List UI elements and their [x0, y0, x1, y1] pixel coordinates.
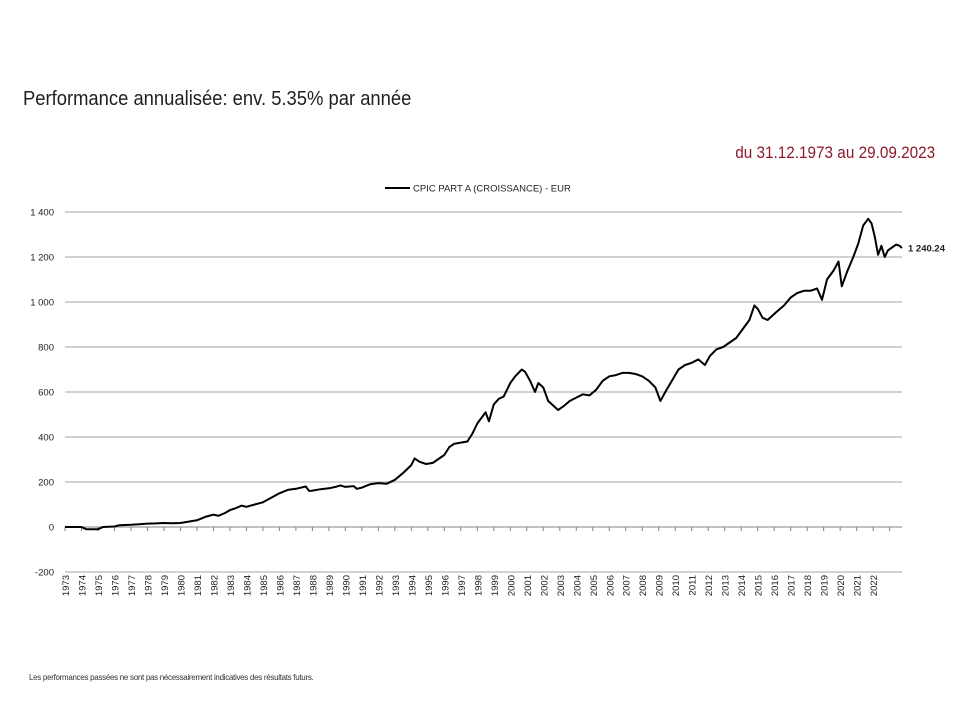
x-tick-label: 1986	[275, 575, 286, 596]
x-tick-label: 2011	[688, 575, 699, 595]
y-tick-label: 600	[38, 388, 54, 399]
x-tick-label: 1982	[209, 575, 220, 596]
x-tick-label: 1977	[127, 575, 138, 596]
x-tick-label: 2007	[622, 575, 633, 596]
x-tick-label: 2018	[803, 575, 814, 596]
grid-lines	[65, 211, 902, 573]
x-tick-label: 2015	[754, 575, 765, 596]
y-tick-label: 1 000	[30, 298, 54, 309]
x-tick-label: 1984	[242, 575, 253, 596]
x-tick-label: 2014	[737, 575, 748, 596]
x-tick-label: 2001	[523, 575, 534, 596]
x-tick-label: 1995	[424, 575, 435, 596]
y-tick-label: 800	[38, 343, 54, 354]
y-axis-ticks: -200 0 200 400 600 800 1 000 1 200 1 400	[30, 208, 54, 579]
x-axis: 1973 1974 1975 1976 1977 1978 1979 1980 1981 1982…	[61, 526, 902, 596]
x-tick-label: 2022	[869, 575, 880, 596]
x-tick-label: 2021	[853, 575, 864, 596]
x-tick-label: 2019	[820, 575, 831, 596]
x-tick-label: 2003	[556, 575, 567, 596]
x-tick-label: 1996	[440, 575, 451, 596]
y-tick-label: 400	[38, 433, 54, 444]
x-tick-label: 1988	[308, 575, 319, 596]
chart-title: Performance annualisée: env. 5.35% par a…	[23, 88, 412, 110]
x-tick-label: 2000	[506, 575, 517, 596]
x-tick-label: 1999	[490, 575, 501, 596]
x-tick-label: 1992	[374, 575, 385, 596]
legend-label: CPIC PART A (CROISSANCE) - EUR	[413, 184, 571, 195]
x-tick-label: 2016	[770, 575, 781, 596]
x-tick-label: 2002	[539, 575, 550, 596]
x-tick-label: 2008	[638, 575, 649, 596]
series-group: 1 240.24	[65, 217, 946, 531]
series-line	[65, 217, 903, 531]
x-tick-label: 2017	[787, 575, 798, 596]
y-tick-label: -200	[35, 568, 54, 579]
x-tick-label: 1981	[193, 575, 204, 596]
x-tick-label: 1974	[77, 575, 88, 596]
x-tick-label: 1997	[457, 575, 468, 596]
x-tick-label: 1973	[61, 575, 72, 596]
x-tick-label: 1979	[160, 575, 171, 596]
x-tick-label: 2004	[572, 575, 583, 596]
y-tick-label: 1 400	[30, 208, 54, 219]
x-tick-label: 1994	[407, 575, 418, 596]
y-tick-label: 200	[38, 478, 54, 489]
x-tick-label: 2006	[605, 575, 616, 596]
x-tick-label: 1978	[143, 575, 154, 596]
x-tick-label: 2009	[655, 575, 666, 596]
x-tick-label: 1975	[94, 575, 105, 596]
disclaimer: Les performances passées ne sont pas néc…	[29, 673, 314, 682]
x-tick-label: 1983	[226, 575, 237, 596]
end-value-label: 1 240.24	[908, 244, 946, 255]
x-tick-label: 2020	[836, 575, 847, 596]
x-tick-label: 2012	[704, 575, 715, 596]
x-tick-label: 1993	[391, 575, 402, 596]
x-tick-label: 2010	[671, 575, 682, 596]
x-tick-label: 2013	[721, 575, 732, 596]
y-tick-label: 0	[49, 523, 54, 534]
x-tick-label: 1990	[341, 575, 352, 596]
legend: CPIC PART A (CROISSANCE) - EUR	[385, 184, 571, 195]
x-tick-label: 1980	[176, 575, 187, 596]
x-tick-label: 1985	[259, 575, 270, 596]
x-tick-label: 1976	[110, 575, 121, 596]
x-tick-label: 1989	[325, 575, 336, 596]
x-tick-label: 1998	[473, 575, 484, 596]
x-tick-label: 2005	[589, 575, 600, 596]
x-tick-label: 1987	[292, 575, 303, 596]
x-tick-label: 1991	[358, 575, 369, 596]
y-tick-label: 1 200	[30, 253, 54, 264]
period-label: du 31.12.1973 au 29.09.2023	[735, 143, 935, 162]
